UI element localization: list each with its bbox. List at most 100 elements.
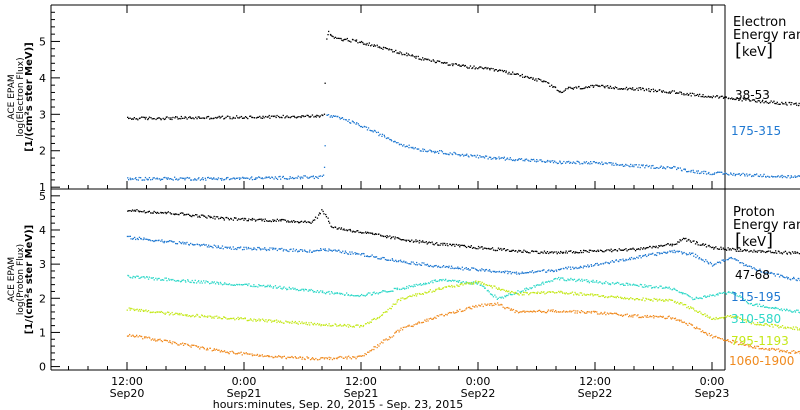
data-point bbox=[559, 277, 562, 279]
data-point bbox=[267, 319, 269, 322]
data-point bbox=[721, 171, 723, 173]
data-point bbox=[337, 37, 339, 39]
data-point bbox=[434, 150, 436, 153]
data-point bbox=[347, 253, 350, 255]
data-point bbox=[334, 292, 336, 294]
data-point bbox=[337, 228, 339, 230]
data-point bbox=[214, 315, 216, 318]
data-point bbox=[482, 305, 484, 308]
data-point bbox=[259, 320, 261, 322]
data-point bbox=[635, 164, 637, 166]
data-point bbox=[499, 69, 501, 71]
data-point bbox=[721, 248, 723, 250]
data-point bbox=[474, 154, 476, 157]
data-point bbox=[489, 248, 491, 250]
data-point bbox=[442, 153, 445, 155]
data-point bbox=[378, 134, 380, 137]
data-point bbox=[223, 316, 226, 318]
data-point bbox=[168, 279, 171, 281]
data-point bbox=[601, 84, 603, 87]
data-point bbox=[168, 178, 170, 180]
data-point bbox=[391, 305, 393, 308]
data-point bbox=[208, 246, 210, 248]
data-point bbox=[257, 219, 259, 221]
data-point bbox=[153, 177, 155, 179]
data-point bbox=[478, 67, 480, 69]
data-point bbox=[145, 211, 147, 214]
data-point bbox=[718, 171, 720, 173]
data-point bbox=[350, 41, 352, 43]
data-point bbox=[364, 353, 366, 355]
data-point bbox=[611, 251, 613, 253]
data-point bbox=[199, 348, 201, 350]
data-point bbox=[540, 284, 542, 286]
data-point bbox=[545, 271, 547, 273]
data-point bbox=[488, 284, 491, 287]
data-point bbox=[469, 65, 472, 67]
data-point bbox=[368, 322, 370, 325]
data-point bbox=[563, 160, 565, 163]
data-point bbox=[739, 250, 741, 252]
data-point bbox=[243, 177, 245, 179]
data-point bbox=[405, 240, 407, 242]
data-point bbox=[400, 239, 402, 241]
data-point bbox=[343, 357, 345, 359]
data-point bbox=[347, 323, 349, 326]
data-point bbox=[650, 253, 652, 255]
data-point bbox=[354, 252, 356, 254]
data-point bbox=[560, 250, 562, 253]
data-point bbox=[301, 249, 303, 251]
data-point bbox=[706, 314, 708, 316]
data-point bbox=[160, 279, 162, 281]
data-point bbox=[496, 271, 498, 273]
data-point bbox=[157, 338, 159, 341]
data-point bbox=[412, 286, 414, 288]
data-point bbox=[127, 275, 130, 277]
data-point bbox=[139, 210, 141, 212]
data-point bbox=[636, 284, 639, 287]
data-point bbox=[770, 323, 773, 325]
data-point bbox=[513, 291, 515, 294]
data-point bbox=[584, 279, 586, 281]
data-point bbox=[339, 355, 341, 358]
data-point bbox=[217, 317, 219, 319]
data-point bbox=[388, 48, 390, 50]
data-point bbox=[209, 216, 211, 219]
data-point bbox=[233, 352, 235, 354]
data-point bbox=[244, 353, 246, 355]
data-point bbox=[168, 341, 170, 343]
data-point bbox=[554, 86, 557, 89]
data-point bbox=[186, 314, 188, 316]
data-point bbox=[466, 66, 468, 68]
data-point bbox=[487, 270, 489, 272]
data-point bbox=[600, 263, 602, 265]
data-point bbox=[612, 296, 614, 298]
data-point bbox=[608, 162, 610, 164]
data-point bbox=[569, 86, 571, 88]
data-point bbox=[423, 148, 426, 151]
data-point bbox=[384, 235, 386, 238]
data-point bbox=[130, 238, 132, 240]
data-point bbox=[473, 246, 475, 249]
data-point bbox=[472, 305, 474, 307]
data-point bbox=[745, 249, 747, 251]
data-point bbox=[470, 245, 472, 247]
data-point bbox=[502, 271, 505, 273]
data-point bbox=[798, 277, 800, 280]
data-point bbox=[793, 252, 795, 254]
data-point bbox=[594, 264, 596, 266]
data-point bbox=[503, 156, 505, 158]
data-point bbox=[732, 98, 734, 100]
data-point bbox=[424, 291, 426, 293]
data-point bbox=[723, 292, 726, 294]
data-point bbox=[150, 179, 152, 181]
data-point bbox=[739, 248, 742, 251]
data-point bbox=[391, 336, 393, 338]
data-point bbox=[132, 275, 134, 278]
data-point bbox=[213, 244, 215, 246]
data-point bbox=[457, 310, 459, 313]
data-point bbox=[763, 324, 765, 327]
data-point bbox=[188, 116, 190, 119]
data-point bbox=[294, 250, 296, 252]
data-point bbox=[487, 67, 489, 69]
